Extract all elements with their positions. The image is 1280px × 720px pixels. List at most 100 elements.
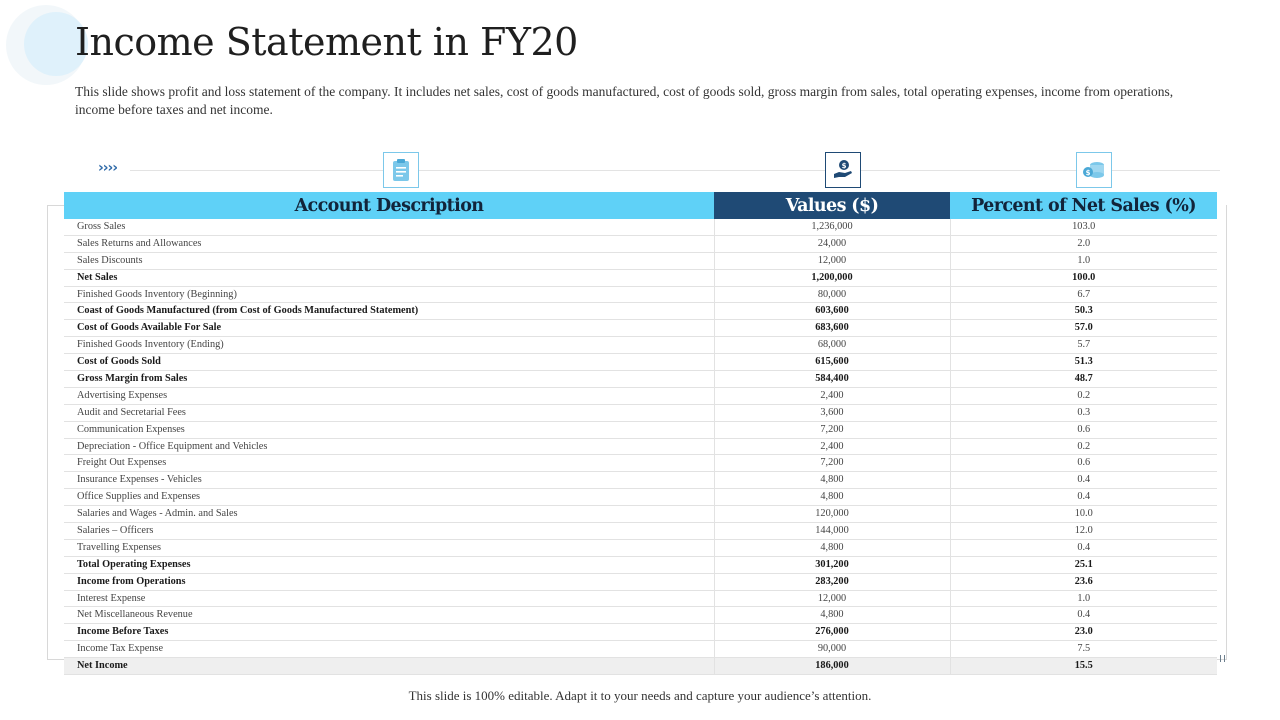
coins-icon-box: $ [1076, 152, 1112, 188]
percent-cell: 2.0 [949, 235, 1217, 253]
percent-cell: 1.0 [949, 252, 1217, 270]
account-description-cell: Coast of Goods Manufactured (from Cost o… [64, 302, 714, 321]
account-description-cell: Net Income [64, 657, 714, 676]
percent-cell: 23.6 [949, 573, 1217, 591]
table-row: Cost of Goods Sold 615,600 51.3 [64, 353, 1217, 372]
table-row: Sales Discounts 12,000 1.0 [64, 252, 1217, 270]
value-cell: 120,000 [713, 505, 950, 524]
table-frame-top [47, 205, 65, 206]
value-cell: 24,000 [713, 235, 950, 253]
table-body: Gross Sales 1,236,000 103.0 Sales Returns a… [64, 219, 1217, 676]
account-description-cell: Finished Goods Inventory (Ending) [64, 336, 714, 355]
value-cell: 4,800 [713, 471, 950, 490]
table-row: Gross Sales 1,236,000 103.0 [64, 219, 1217, 236]
value-cell: 4,800 [713, 539, 950, 557]
account-description-cell: Freight Out Expenses [64, 454, 714, 473]
table-row: Interest Expense 12,000 1.0 [64, 590, 1217, 608]
account-description-cell: Interest Expense [64, 590, 714, 608]
table-row: Communication Expenses 7,200 0.6 [64, 421, 1217, 439]
table-row: Depreciation - Office Equipment and Vehi… [64, 438, 1217, 456]
account-description-cell: Sales Discounts [64, 252, 714, 270]
account-description-cell: Total Operating Expenses [64, 556, 714, 574]
table-row: Travelling Expenses 4,800 0.4 [64, 539, 1217, 557]
footer-note: This slide is 100% editable. Adapt it to… [408, 688, 872, 703]
percent-cell: 12.0 [949, 522, 1217, 540]
account-description-cell: Travelling Expenses [64, 539, 714, 557]
table-row: Net Income 186,000 15.5 [64, 657, 1217, 676]
value-cell: 276,000 [713, 623, 950, 642]
percent-cell: 0.2 [949, 387, 1217, 405]
percent-cell: 48.7 [949, 370, 1217, 388]
table-row: Cost of Goods Available For Sale 683,600 5… [64, 319, 1217, 338]
value-cell: 144,000 [713, 522, 950, 540]
value-cell: 3,600 [713, 404, 950, 422]
account-description-cell: Gross Sales [64, 219, 714, 236]
value-cell: 4,800 [713, 606, 950, 625]
value-cell: 584,400 [713, 370, 950, 388]
value-cell: 90,000 [713, 640, 950, 659]
table-row: Income Tax Expense 90,000 7.5 [64, 640, 1217, 659]
value-cell: 80,000 [713, 286, 950, 304]
value-cell: 603,600 [713, 302, 950, 321]
table-row: Insurance Expenses - Vehicles 4,800 0.4 [64, 471, 1217, 490]
income-statement-table: Account Description Values ($) Percent o… [64, 192, 1217, 676]
table-row: Audit and Secretarial Fees 3,600 0.3 [64, 404, 1217, 422]
table-row: Net Sales 1,200,000 100.0 [64, 269, 1217, 287]
table-row: Salaries and Wages - Admin. and Sales 120… [64, 505, 1217, 524]
percent-cell: 23.0 [949, 623, 1217, 642]
account-description-cell: Finished Goods Inventory (Beginning) [64, 286, 714, 304]
percent-cell: 100.0 [949, 269, 1217, 287]
value-cell: 1,236,000 [713, 219, 950, 236]
table-row: Sales Returns and Allowances 24,000 2.0 [64, 235, 1217, 253]
svg-text:$: $ [842, 162, 847, 170]
header-account-description: Account Description [64, 192, 714, 219]
clipboard-icon [393, 159, 409, 181]
table-row: Gross Margin from Sales 584,400 48.7 [64, 370, 1217, 388]
money-hand-icon: $ [834, 160, 852, 178]
value-cell: 2,400 [713, 438, 950, 456]
percent-cell: 50.3 [949, 302, 1217, 321]
account-description-cell: Insurance Expenses - Vehicles [64, 471, 714, 490]
account-description-cell: Cost of Goods Sold [64, 353, 714, 372]
value-cell: 68,000 [713, 336, 950, 355]
value-cell: 283,200 [713, 573, 950, 591]
value-cell: 7,200 [713, 454, 950, 473]
account-description-cell: Advertising Expenses [64, 387, 714, 405]
account-description-cell: Salaries – Officers [64, 522, 714, 540]
value-cell: 7,200 [713, 421, 950, 439]
money-hand-icon-box: $ [825, 152, 861, 188]
account-description-cell: Income Tax Expense [64, 640, 714, 659]
percent-cell: 0.4 [949, 606, 1217, 625]
chevrons-icon: ›››› [98, 160, 118, 176]
account-description-cell: Net Miscellaneous Revenue [64, 606, 714, 625]
percent-cell: 0.6 [949, 421, 1217, 439]
account-description-cell: Net Sales [64, 269, 714, 287]
account-description-cell: Audit and Secretarial Fees [64, 404, 714, 422]
percent-cell: 25.1 [949, 556, 1217, 574]
table-row: Net Miscellaneous Revenue 4,800 0.4 [64, 606, 1217, 625]
clipboard-icon-box [383, 152, 419, 188]
page-subtitle: This slide shows profit and loss stateme… [75, 84, 1174, 117]
value-cell: 186,000 [713, 657, 950, 676]
percent-cell: 7.5 [949, 640, 1217, 659]
account-description-cell: Gross Margin from Sales [64, 370, 714, 388]
value-cell: 12,000 [713, 252, 950, 270]
header-percent-net-sales: Percent of Net Sales (%) [950, 192, 1217, 219]
value-cell: 12,000 [713, 590, 950, 608]
percent-cell: 103.0 [949, 219, 1217, 236]
table-frame-left [47, 205, 48, 660]
svg-text:$: $ [1086, 169, 1091, 177]
table-row: Income Before Taxes 276,000 23.0 [64, 623, 1217, 642]
table-row: Finished Goods Inventory (Ending) 68,000 5… [64, 336, 1217, 355]
percent-cell: 57.0 [949, 319, 1217, 338]
table-frame-right [1226, 205, 1227, 660]
table-header-row: Account Description Values ($) Percent o… [64, 192, 1217, 219]
percent-cell: 1.0 [949, 590, 1217, 608]
divider-line [130, 170, 1220, 171]
decorative-circle [24, 12, 88, 76]
table-row: Advertising Expenses 2,400 0.2 [64, 387, 1217, 405]
account-description-cell: Salaries and Wages - Admin. and Sales [64, 505, 714, 524]
percent-cell: 0.3 [949, 404, 1217, 422]
header-values: Values ($) [714, 192, 950, 219]
percent-cell: 10.0 [949, 505, 1217, 524]
